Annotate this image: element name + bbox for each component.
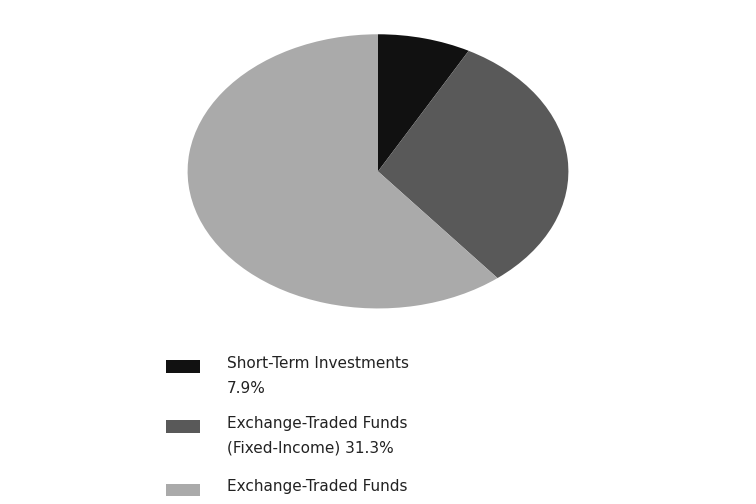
Text: 7.9%: 7.9% bbox=[227, 381, 265, 396]
Bar bbox=[166, 484, 200, 496]
Text: Short-Term Investments: Short-Term Investments bbox=[227, 356, 409, 371]
Wedge shape bbox=[378, 51, 569, 278]
Text: Exchange-Traded Funds: Exchange-Traded Funds bbox=[227, 416, 407, 431]
Wedge shape bbox=[187, 34, 497, 308]
Text: Exchange-Traded Funds: Exchange-Traded Funds bbox=[227, 479, 407, 494]
Bar bbox=[166, 360, 200, 372]
Text: (Fixed-Income) 31.3%: (Fixed-Income) 31.3% bbox=[227, 440, 394, 456]
Wedge shape bbox=[378, 34, 469, 171]
Bar bbox=[166, 420, 200, 432]
